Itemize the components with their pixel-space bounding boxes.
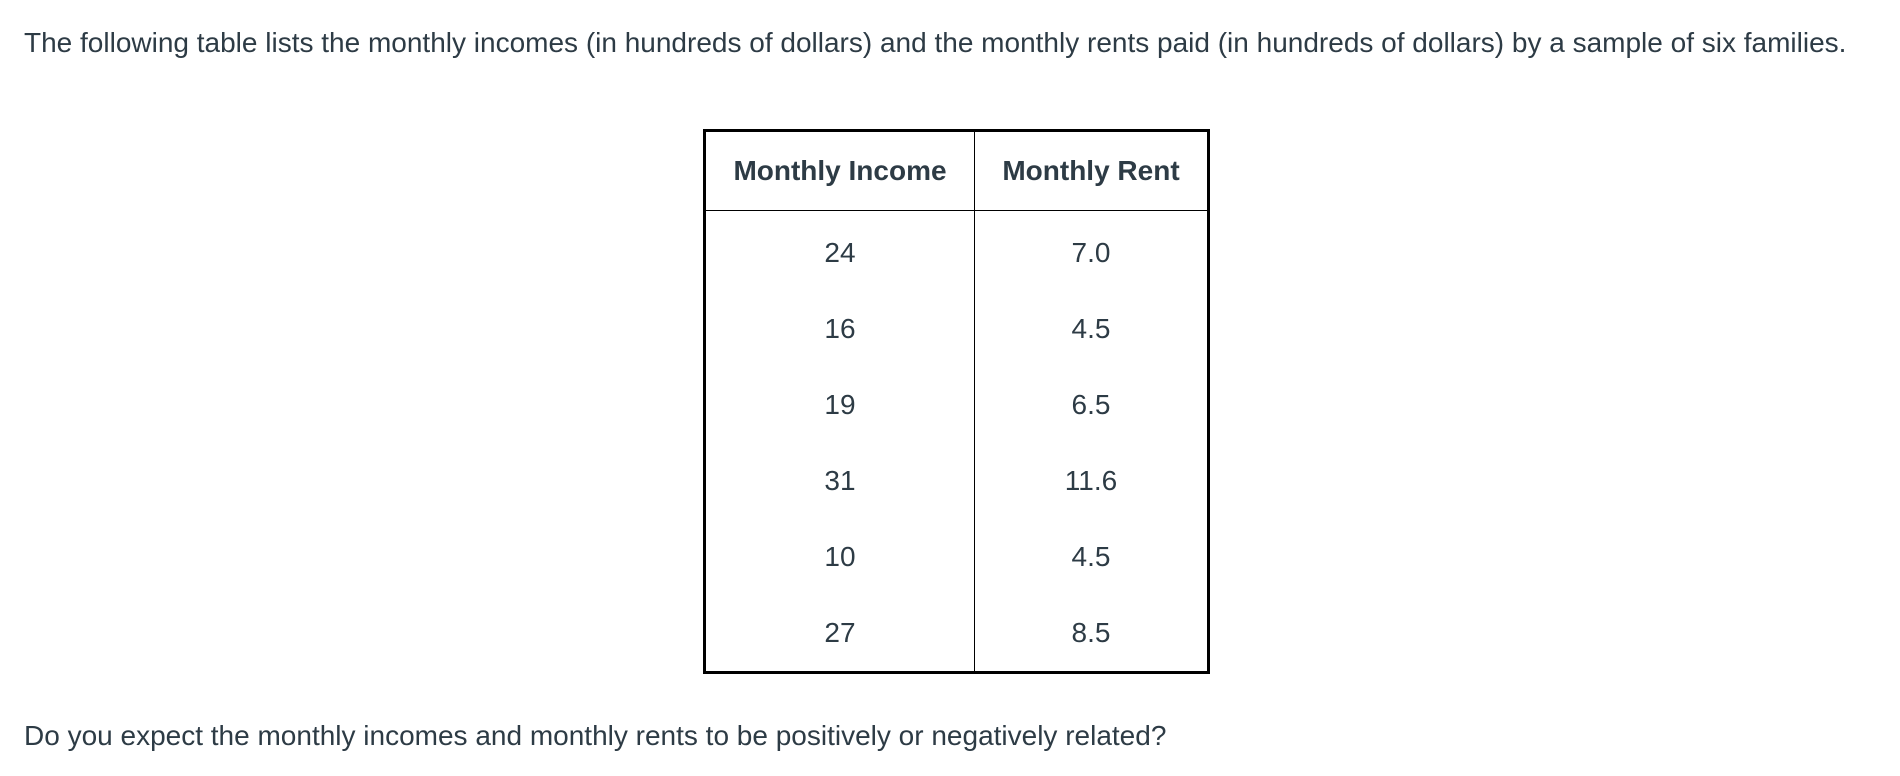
table-cell: 11.6: [974, 443, 1209, 519]
data-table: Monthly Income Monthly Rent 24 7.0 16 4.5 19 6…: [703, 129, 1210, 674]
table-cell: 19: [704, 367, 975, 443]
table-body: 24 7.0 16 4.5 19 6.5 31 11.6 10 4.5 27 8.5: [704, 210, 1209, 673]
table-cell: 8.5: [974, 595, 1209, 673]
table-row: 16 4.5: [704, 291, 1209, 367]
table-cell: 24: [704, 210, 975, 291]
table-cell: 6.5: [974, 367, 1209, 443]
table-cell: 7.0: [974, 210, 1209, 291]
column-header: Monthly Rent: [974, 130, 1209, 211]
table-row: 31 11.6: [704, 443, 1209, 519]
table-cell: 27: [704, 595, 975, 673]
table-cell: 4.5: [974, 291, 1209, 367]
header-row: Monthly Income Monthly Rent: [704, 130, 1209, 211]
table-cell: 31: [704, 443, 975, 519]
table-cell: 10: [704, 519, 975, 595]
table-cell: 16: [704, 291, 975, 367]
table-row: 10 4.5: [704, 519, 1209, 595]
intro-text: The following table lists the monthly in…: [24, 27, 1847, 58]
table-row: 27 8.5: [704, 595, 1209, 673]
table-cell: 4.5: [974, 519, 1209, 595]
table-row: 19 6.5: [704, 367, 1209, 443]
question-text: Do you expect the monthly incomes and mo…: [24, 720, 1167, 751]
table-row: 24 7.0: [704, 210, 1209, 291]
column-header: Monthly Income: [704, 130, 975, 211]
